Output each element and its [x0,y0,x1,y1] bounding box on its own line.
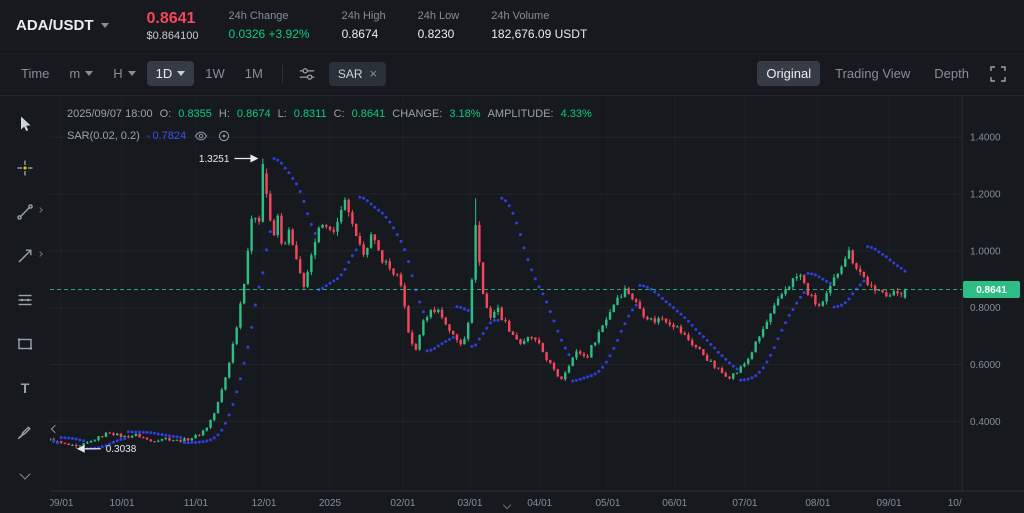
remove-indicator-icon[interactable]: × [369,66,378,81]
stat-24h-low: 24h Low 0.8230 [417,10,460,41]
interval-1w-button[interactable]: 1W [196,61,234,86]
price-axis[interactable]: 1.4000 1.2000 1.0000 0.8000 0.6000 0.4000 [970,133,1001,428]
fullscreen-icon[interactable] [984,61,1012,87]
text-tool-icon[interactable]: T [20,379,30,396]
svg-text:1.2000: 1.2000 [970,190,1001,201]
time-axis[interactable]: 09/01 10/01 11/01 12/01 2025 02/01 03/01 04/01 0… [50,498,962,509]
chart-main-area: T 1.4000 1.2000 1.0000 0.8000 0.6000 0.4000 09… [0,96,1024,513]
svg-text:08/01: 08/01 [805,498,830,509]
parallel-lines-tool-icon[interactable] [10,286,40,313]
svg-text:1.0000: 1.0000 [970,246,1001,257]
cursor-tool-icon[interactable] [10,110,40,137]
bottom-panel-toggle[interactable] [498,500,516,512]
svg-text:11/01: 11/01 [184,498,209,509]
chart-mode-original-button[interactable]: Original [757,61,821,86]
svg-text:02/01: 02/01 [390,498,415,509]
interval-1m-button[interactable]: 1M [236,61,272,86]
svg-text:10/01: 10/01 [110,498,135,509]
chart-mode-tradingview-button[interactable]: Trading View [826,61,919,86]
stat-24h-change: 24h Change 0.0326 +3.92% [228,10,310,41]
submenu-chevron-icon [37,207,43,213]
stat-24h-volume: 24h Volume 182,676.09 USDT [491,10,588,41]
caret-down-icon [85,71,94,76]
svg-text:2025: 2025 [319,498,342,509]
svg-text:1.4000: 1.4000 [970,133,1001,144]
stat-24h-high: 24h High 0.8674 [341,10,386,41]
interval-1d-button[interactable]: 1D [146,61,195,86]
svg-text:07/01: 07/01 [732,498,757,509]
caret-down-icon [100,23,109,28]
svg-text:09/01: 09/01 [877,498,902,509]
interval-hours-button[interactable]: H [104,61,144,86]
symbol-header: ADA/USDT 0.8641 $0.864100 24h Change 0.0… [0,0,1024,52]
annotation-high[interactable]: 1.3251 [199,154,259,165]
svg-text:0.8641: 0.8641 [976,285,1007,296]
svg-text:10/: 10/ [948,498,962,509]
chart-mode-depth-button[interactable]: Depth [925,61,978,86]
indicator-chip-sar[interactable]: SAR × [328,61,387,86]
svg-text:0.6000: 0.6000 [970,360,1001,371]
indicator-name: SAR(0.02, 0.2) [67,130,140,142]
svg-text:0.4000: 0.4000 [970,417,1001,428]
more-tools-chevron-icon[interactable] [10,462,40,489]
interval-time-button[interactable]: Time [12,61,58,86]
last-price: 0.8641 [146,9,196,27]
interval-minutes-button[interactable]: m [60,61,102,86]
indicator-value: - 0.7824 [146,130,187,142]
svg-text:0.8000: 0.8000 [970,303,1001,314]
brush-tool-icon[interactable] [10,418,40,445]
pair-name: ADA/USDT [16,17,94,34]
arrow-ray-tool-icon[interactable] [10,242,43,269]
caret-down-icon [127,71,136,76]
indicator-readout: SAR(0.02, 0.2) - 0.7824 [67,128,592,144]
svg-text:0.3038: 0.3038 [106,444,137,455]
last-price-usd: $0.864100 [146,29,199,42]
current-price-badge: 0.8641 [963,280,1020,298]
last-price-block: 0.8641 $0.864100 [147,10,199,42]
trend-line-tool-icon[interactable] [10,198,43,225]
sidebar-collapse-handle[interactable] [50,421,60,437]
chart-canvas[interactable]: 1.4000 1.2000 1.0000 0.8000 0.6000 0.4000 09/0… [50,96,1024,513]
svg-text:06/01: 06/01 [662,498,687,509]
caret-down-icon [177,71,186,76]
eye-icon[interactable] [193,128,209,144]
settings-icon[interactable] [216,128,232,144]
svg-text:04/01: 04/01 [527,498,552,509]
toolbar-divider [281,64,283,83]
price-chart[interactable]: 1.4000 1.2000 1.0000 0.8000 0.6000 0.4000 09/0… [50,96,1024,513]
submenu-chevron-icon [37,251,43,257]
sar-dots-layer [52,156,907,451]
24h-stats: 24h Change 0.0326 +3.92% 24h High 0.8674… [229,10,588,41]
candles-layer [50,158,907,449]
rectangle-tool-icon[interactable] [10,330,40,357]
svg-text:1.3251: 1.3251 [199,154,230,165]
svg-text:12/01: 12/01 [251,498,276,509]
drawing-toolbar: T [0,96,50,513]
svg-text:05/01: 05/01 [595,498,620,509]
chart-mode-group: Original Trading View Depth [757,61,1012,87]
svg-text:09/01: 09/01 [50,498,74,509]
svg-text:03/01: 03/01 [457,498,482,509]
crosshair-tool-icon[interactable] [10,154,40,181]
annotation-low[interactable]: 0.3038 [76,444,137,455]
chart-toolbar: Time m H 1D 1W 1M SAR × [0,52,1024,96]
pair-selector[interactable]: ADA/USDT [16,17,109,34]
indicator-settings-icon[interactable] [293,61,321,87]
grid-layer [50,96,1024,492]
